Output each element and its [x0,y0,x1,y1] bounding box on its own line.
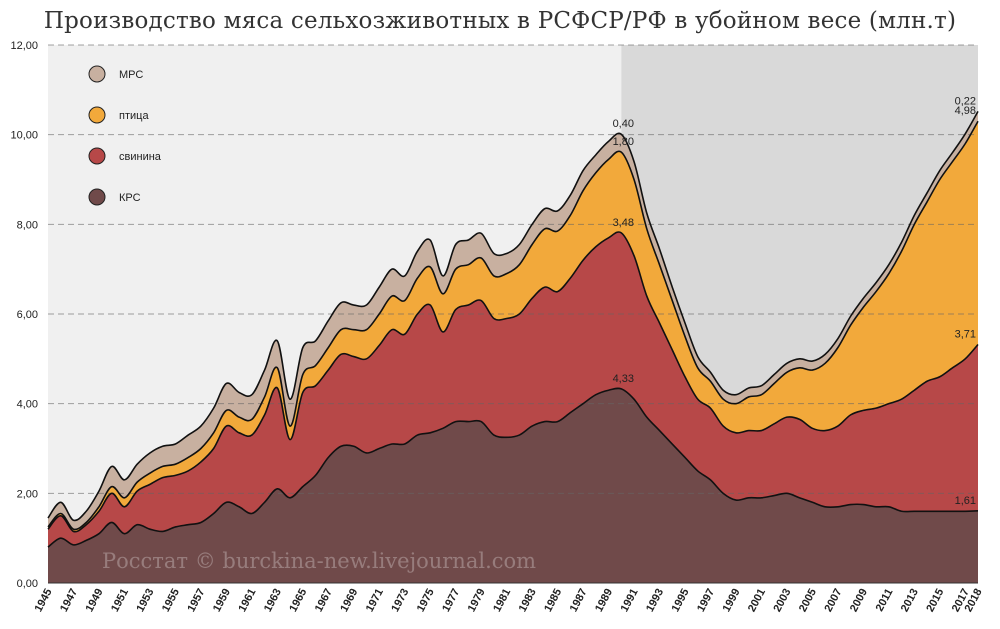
data-label: 1,61 [955,495,976,507]
x-tick-label: 1961 [236,587,258,614]
data-label: 0,40 [613,118,634,130]
legend-marker [88,65,106,83]
legend-marker [88,106,106,124]
x-tick-label: 1951 [109,587,131,614]
x-tick-label: 2011 [874,587,896,614]
x-tick-label: 2007 [822,587,844,614]
chart-title: Производство мяса сельхозживотных в РСФС… [43,8,957,34]
y-tick-label: 12,00 [10,40,38,52]
x-tick-label: 1997 [695,587,717,614]
x-tick-label: 1969 [338,587,360,614]
x-tick-label: 1965 [287,587,309,614]
x-tick-label: 1973 [389,587,411,614]
x-tick-label: 1991 [619,587,641,614]
data-label: 0,22 [955,95,976,107]
series-line-2 [47,120,979,531]
area-0 [48,388,978,583]
x-tick-label: 2001 [746,587,768,614]
data-label: 4,98 [955,105,976,117]
legend-marker [88,188,106,206]
legend-label: МРС [119,69,143,81]
x-tick-label: 1995 [670,587,692,614]
x-tick-label: 2013 [899,587,921,614]
x-tick-label: 1979 [466,587,488,614]
x-tick-label: 1971 [364,587,386,614]
legend-label: птица [119,110,149,122]
x-tick-label: 1993 [644,587,666,614]
y-tick-label: 2,00 [17,488,38,500]
y-tick-label: 6,00 [17,309,38,321]
x-tick-label: 2015 [924,587,946,614]
data-label: 3,71 [955,328,976,340]
x-tick-label: 1975 [415,587,437,614]
y-tick-label: 0,00 [17,578,38,590]
series-line-0 [47,387,979,548]
series-line-1 [47,231,979,533]
y-tick-label: 10,00 [10,130,38,142]
x-tick-label: 1977 [440,587,462,614]
x-tick-label: 1989 [593,587,615,614]
x-tick-label: 2009 [848,587,870,614]
data-label: 1,80 [613,136,634,148]
x-tick-label: 1987 [568,587,590,614]
legend-label: свинина [119,151,162,163]
x-tick-label: 1955 [160,587,182,614]
y-tick-label: 4,00 [17,399,38,411]
x-tick-label: 1949 [84,587,106,614]
legend-marker [88,147,106,165]
x-tick-label: 1959 [211,587,233,614]
x-tick-label: 1999 [721,587,743,614]
x-tick-label: 1985 [542,587,564,614]
legend-label: КРС [119,192,141,204]
data-label: 3,48 [613,217,634,229]
x-tick-label: 1953 [134,587,156,614]
x-tick-label: 1963 [262,587,284,614]
x-tick-label: 1947 [58,587,80,614]
x-tick-label: 2005 [797,587,819,614]
series-line-3 [47,110,979,522]
data-label: 4,33 [613,373,634,385]
watermark: Росстат © burckina-new.livejournal.com [102,549,536,573]
x-tick-label: 1957 [185,587,207,614]
x-tick-label: 2003 [771,587,793,614]
x-tick-label: 1983 [517,587,539,614]
x-tick-label: 1981 [491,587,513,614]
x-tick-label: 1945 [33,587,55,614]
x-tick-label: 1967 [313,587,335,614]
y-tick-label: 8,00 [17,219,38,231]
